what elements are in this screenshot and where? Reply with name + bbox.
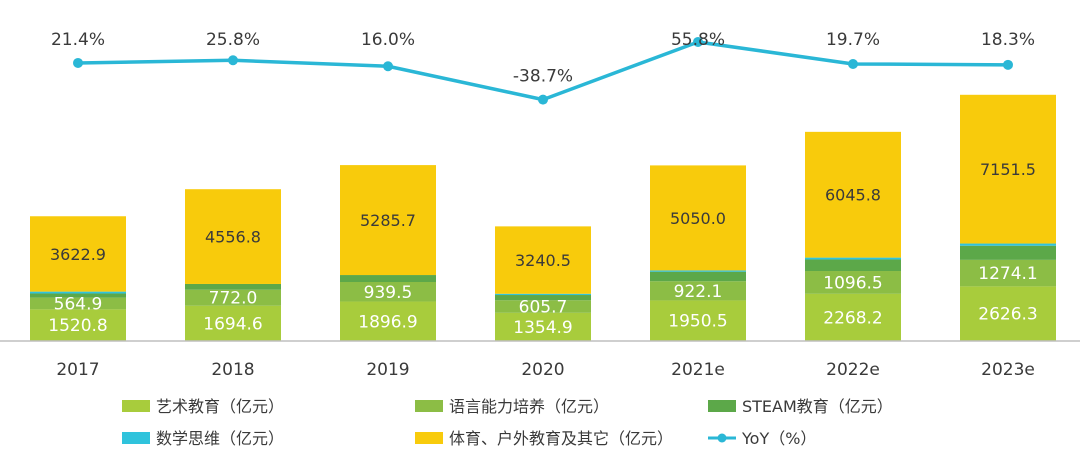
bar-segment-5-2017 <box>30 216 126 292</box>
x-tick-label-2022e: 2022e <box>826 360 880 380</box>
bar-segment-3-2019 <box>340 275 436 283</box>
value-label-1-2022e: 2268.2 <box>823 308 882 328</box>
bar-segment-5-2022e <box>805 131 901 258</box>
legend-item-2: 语言能力培养（亿元） <box>415 397 609 416</box>
x-tick-label-2021e: 2021e <box>671 360 725 380</box>
value-label-2-2017: 564.9 <box>54 294 103 314</box>
value-label-2-2018: 772.0 <box>209 289 258 309</box>
value-label-1-2023e: 2626.3 <box>978 305 1037 325</box>
yoy-point-2020 <box>538 94 548 105</box>
value-label-1-2021e: 1950.5 <box>668 312 727 332</box>
value-label-5-2021e: 5050.0 <box>670 209 726 228</box>
bar-segment-3-2021e <box>650 271 746 282</box>
value-label-1-2017: 1520.8 <box>48 316 107 336</box>
yoy-label-2017: 21.4% <box>51 30 105 50</box>
bar-segment-3-2020 <box>495 295 591 301</box>
value-label-1-2020: 1354.9 <box>513 318 572 338</box>
yoy-label-2022e: 19.7% <box>826 30 880 50</box>
bar-segment-5-2019 <box>340 165 436 276</box>
legend-label: 艺术教育（亿元） <box>156 397 284 416</box>
yoy-label-2019: 16.0% <box>361 30 415 50</box>
bar-segment-1-2017 <box>30 309 126 341</box>
bar-segment-2-2022e <box>805 271 901 294</box>
value-label-5-2023e: 7151.5 <box>980 160 1036 179</box>
bar-segment-1-2022e <box>805 293 901 341</box>
bar-segment-4-2020 <box>495 293 591 296</box>
legend-swatch <box>708 400 736 412</box>
bar-segment-5-2021e <box>650 165 746 271</box>
legend-swatch <box>122 432 150 444</box>
legend-swatch <box>122 400 150 412</box>
bar-segment-1-2021e <box>650 300 746 341</box>
bar-segment-5-2018 <box>185 189 281 284</box>
legend-label: 语言能力培养（亿元） <box>449 397 609 416</box>
legend-item-6: YoY（%） <box>708 429 816 448</box>
value-label-5-2020: 3240.5 <box>515 251 571 270</box>
x-tick-label-2018: 2018 <box>211 360 254 380</box>
legend-label: STEAM教育（亿元） <box>742 397 893 416</box>
legend-item-3: STEAM教育（亿元） <box>708 397 893 416</box>
legend-swatch <box>415 432 443 444</box>
bar-segment-1-2020 <box>495 312 591 341</box>
legend-label: YoY（%） <box>741 429 816 448</box>
x-tick-label-2020: 2020 <box>521 360 564 380</box>
value-label-5-2017: 3622.9 <box>50 245 106 264</box>
bar-segment-5-2020 <box>495 226 591 294</box>
value-label-2-2023e: 1274.1 <box>978 264 1037 284</box>
value-label-1-2018: 1694.6 <box>203 314 262 334</box>
yoy-label-2018: 25.8% <box>206 30 260 50</box>
bar-segment-2-2020 <box>495 300 591 313</box>
bar-segment-3-2017 <box>30 293 126 298</box>
value-label-5-2019: 5285.7 <box>360 211 416 230</box>
legend-line-marker <box>717 433 727 443</box>
yoy-line-layer: 21.4% 25.8% 16.0% -38.7% 55.8% 19.7% 18.3% <box>51 30 1035 105</box>
value-label-2-2021e: 922.1 <box>674 282 723 302</box>
value-label-5-2018: 4556.8 <box>205 228 261 247</box>
bar-segment-3-2018 <box>185 283 281 290</box>
bar-segment-4-2022e <box>805 257 901 260</box>
bar-segment-4-2023e <box>960 243 1056 246</box>
legend: 艺术教育（亿元） 语言能力培养（亿元） STEAM教育（亿元） 数学思维（亿元） 体育、… <box>122 397 893 448</box>
bar-segment-1-2019 <box>340 301 436 341</box>
bar-segment-2-2021e <box>650 281 746 301</box>
bar-segment-2-2019 <box>340 282 436 302</box>
yoy-point-2022e <box>848 58 858 69</box>
legend-label: 体育、户外教育及其它（亿元） <box>449 429 673 448</box>
legend-item-1: 艺术教育（亿元） <box>122 397 284 416</box>
yoy-point-2023e <box>1003 59 1013 70</box>
value-label-2-2022e: 1096.5 <box>823 273 882 293</box>
yoy-label-2023e: 18.3% <box>981 30 1035 50</box>
x-tick-label-2017: 2017 <box>56 360 99 380</box>
yoy-label-2021e: 55.8% <box>671 30 725 50</box>
yoy-point-2021e <box>693 36 703 47</box>
x-tick-label-2023e: 2023e <box>981 360 1035 380</box>
bar-segment-1-2023e <box>960 286 1056 341</box>
bars-layer <box>30 94 1056 341</box>
bar-segment-1-2018 <box>185 305 281 341</box>
bar-segment-5-2023e <box>960 94 1056 244</box>
bar-segment-2-2023e <box>960 259 1056 287</box>
yoy-label-2020: -38.7% <box>513 67 573 87</box>
bar-segment-3-2023e <box>960 245 1056 260</box>
yoy-point-2019 <box>383 61 393 72</box>
bar-segment-2-2018 <box>185 289 281 306</box>
legend-label: 数学思维（亿元） <box>156 429 284 448</box>
x-tick-label-2019: 2019 <box>366 360 409 380</box>
bar-segment-3-2022e <box>805 259 901 272</box>
value-label-2-2019: 939.5 <box>364 283 413 303</box>
bar-segment-4-2017 <box>30 291 126 294</box>
bar-segment-2-2017 <box>30 297 126 310</box>
value-label-2-2020: 605.7 <box>519 298 568 318</box>
x-tick-labels: 2017 2018 2019 2020 2021e 2022e 2023e <box>56 360 1035 380</box>
legend-swatch <box>415 400 443 412</box>
yoy-point-2018 <box>228 55 238 66</box>
legend-item-4: 数学思维（亿元） <box>122 429 284 448</box>
value-label-1-2019: 1896.9 <box>358 312 417 332</box>
value-label-5-2022e: 6045.8 <box>825 186 881 205</box>
legend-item-5: 体育、户外教育及其它（亿元） <box>415 429 673 448</box>
yoy-point-2017 <box>73 57 83 68</box>
bar-segment-4-2021e <box>650 270 746 272</box>
